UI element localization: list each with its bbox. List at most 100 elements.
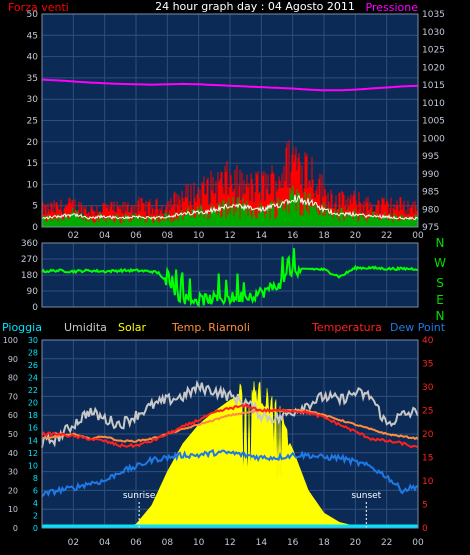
y-temp-tick-label: 35 xyxy=(422,360,433,370)
chart-title: 24 hour graph day : 04 Agosto 2011 xyxy=(155,0,355,13)
y-right-tick-label: 1025 xyxy=(422,46,445,56)
y-rain-tick-label: 26 xyxy=(28,361,38,370)
wind-pressure-ticks: 0510152025303540455097598098599099510001… xyxy=(27,10,446,241)
x-tick-label: 16 xyxy=(287,538,299,548)
x-tick-label: 06 xyxy=(130,538,142,548)
sunset-label: sunset xyxy=(351,491,381,501)
y-rain-tick-label: 8 xyxy=(33,474,38,483)
legend-temp-riarnoli: Temp. Riarnoli xyxy=(171,321,250,334)
series-temperature xyxy=(41,402,419,449)
legend-rain: Pioggia xyxy=(2,321,42,334)
y-rain-tick-label: 24 xyxy=(28,374,38,383)
weather-ticks: 0102030405060708090100024681012141618202… xyxy=(3,336,434,548)
y-right-tick-label: 995 xyxy=(422,152,439,162)
y-left-tick-label: 5 xyxy=(32,202,38,212)
y-rain-tick-label: 20 xyxy=(28,399,38,408)
y-right-tick-label: 985 xyxy=(422,188,439,198)
y-rain-tick-label: 6 xyxy=(33,486,38,495)
series-dew-point xyxy=(41,448,419,498)
y-temp-tick-label: 25 xyxy=(422,407,433,417)
y-humidity-tick-label: 90 xyxy=(8,355,18,364)
series-wind-direction xyxy=(41,248,419,308)
y-humidity-tick-label: 50 xyxy=(8,430,18,439)
y-left-tick-label: 35 xyxy=(27,74,38,84)
x-tick-label: 04 xyxy=(99,231,111,241)
legend-humidity: Umidita xyxy=(64,321,107,334)
y-right-tick-label: 1035 xyxy=(422,10,445,20)
y-right-tick-label: 975 xyxy=(422,223,439,233)
y-left-tick-label: 25 xyxy=(27,117,38,127)
y-left-tick-label: 0 xyxy=(32,223,38,233)
y-rain-tick-label: 12 xyxy=(28,449,38,458)
right-axis-title: Pressione xyxy=(366,1,419,14)
legend-temperature: Temperatura xyxy=(311,321,382,334)
y-right-tick-label: 1030 xyxy=(422,28,445,38)
y-rain-tick-label: 18 xyxy=(28,411,38,420)
y-right-tick-label: 980 xyxy=(422,205,439,215)
series-pressure xyxy=(41,78,419,92)
x-tick-label: 00 xyxy=(412,231,424,241)
x-tick-label: 22 xyxy=(381,231,392,241)
weather-series: sunrise sunset xyxy=(41,379,419,529)
y-tick-label: 270 xyxy=(21,255,38,265)
legend-solar: Solar xyxy=(118,321,147,334)
series-temp-riarnoli xyxy=(41,408,419,443)
y-rain-tick-label: 16 xyxy=(28,424,38,433)
x-tick-label: 20 xyxy=(350,538,362,548)
y-right-tick-label: 1005 xyxy=(422,117,445,127)
y-humidity-tick-label: 20 xyxy=(8,486,18,495)
x-tick-label: 08 xyxy=(162,538,174,548)
y-left-tick-label: 20 xyxy=(27,138,39,148)
x-tick-label: 02 xyxy=(68,231,79,241)
compass-label: E xyxy=(436,293,444,307)
x-tick-label: 04 xyxy=(99,538,111,548)
y-humidity-tick-label: 100 xyxy=(3,336,18,345)
y-tick-label: 180 xyxy=(21,271,38,281)
sunrise-label: sunrise xyxy=(123,491,156,501)
y-temp-tick-label: 5 xyxy=(422,501,428,511)
y-temp-tick-label: 10 xyxy=(422,477,434,487)
x-tick-label: 16 xyxy=(287,231,299,241)
y-humidity-tick-label: 70 xyxy=(8,392,18,401)
y-rain-tick-label: 28 xyxy=(28,349,38,358)
compass-label: N xyxy=(436,309,445,323)
y-right-tick-label: 1000 xyxy=(422,134,445,144)
y-rain-tick-label: 30 xyxy=(28,336,38,345)
x-tick-label: 22 xyxy=(381,538,392,548)
wind-direction-series xyxy=(41,248,419,308)
y-tick-label: 0 xyxy=(32,303,38,313)
y-humidity-tick-label: 80 xyxy=(8,374,18,383)
x-tick-label: 00 xyxy=(412,538,424,548)
y-tick-label: 360 xyxy=(21,239,38,249)
x-tick-label: 12 xyxy=(224,538,235,548)
compass-label: N xyxy=(436,236,445,250)
y-temp-tick-label: 15 xyxy=(422,454,433,464)
x-tick-label: 14 xyxy=(256,231,268,241)
x-tick-label: 06 xyxy=(130,231,142,241)
y-right-tick-label: 1020 xyxy=(422,63,445,73)
y-left-tick-label: 15 xyxy=(27,159,38,169)
y-left-tick-label: 40 xyxy=(27,53,39,63)
x-tick-label: 14 xyxy=(256,538,268,548)
series-wind-line xyxy=(41,194,419,221)
y-left-tick-label: 50 xyxy=(27,10,39,20)
x-tick-label: 12 xyxy=(224,231,235,241)
y-temp-tick-label: 30 xyxy=(422,383,434,393)
x-tick-label: 02 xyxy=(68,538,79,548)
y-temp-tick-label: 40 xyxy=(422,336,434,346)
y-tick-label: 90 xyxy=(27,287,39,297)
y-humidity-tick-label: 10 xyxy=(8,505,18,514)
y-rain-tick-label: 22 xyxy=(28,386,38,395)
y-humidity-tick-label: 60 xyxy=(8,411,18,420)
wind-pressure-frame xyxy=(41,13,419,228)
y-rain-tick-label: 10 xyxy=(28,461,38,470)
x-tick-label: 18 xyxy=(318,231,330,241)
compass-label: S xyxy=(436,276,444,290)
y-left-tick-label: 30 xyxy=(27,95,39,105)
x-tick-label: 20 xyxy=(350,231,362,241)
y-right-tick-label: 990 xyxy=(422,170,439,180)
wind-direction-frame xyxy=(41,242,419,308)
y-rain-tick-label: 14 xyxy=(28,436,38,445)
y-left-tick-label: 10 xyxy=(27,180,39,190)
